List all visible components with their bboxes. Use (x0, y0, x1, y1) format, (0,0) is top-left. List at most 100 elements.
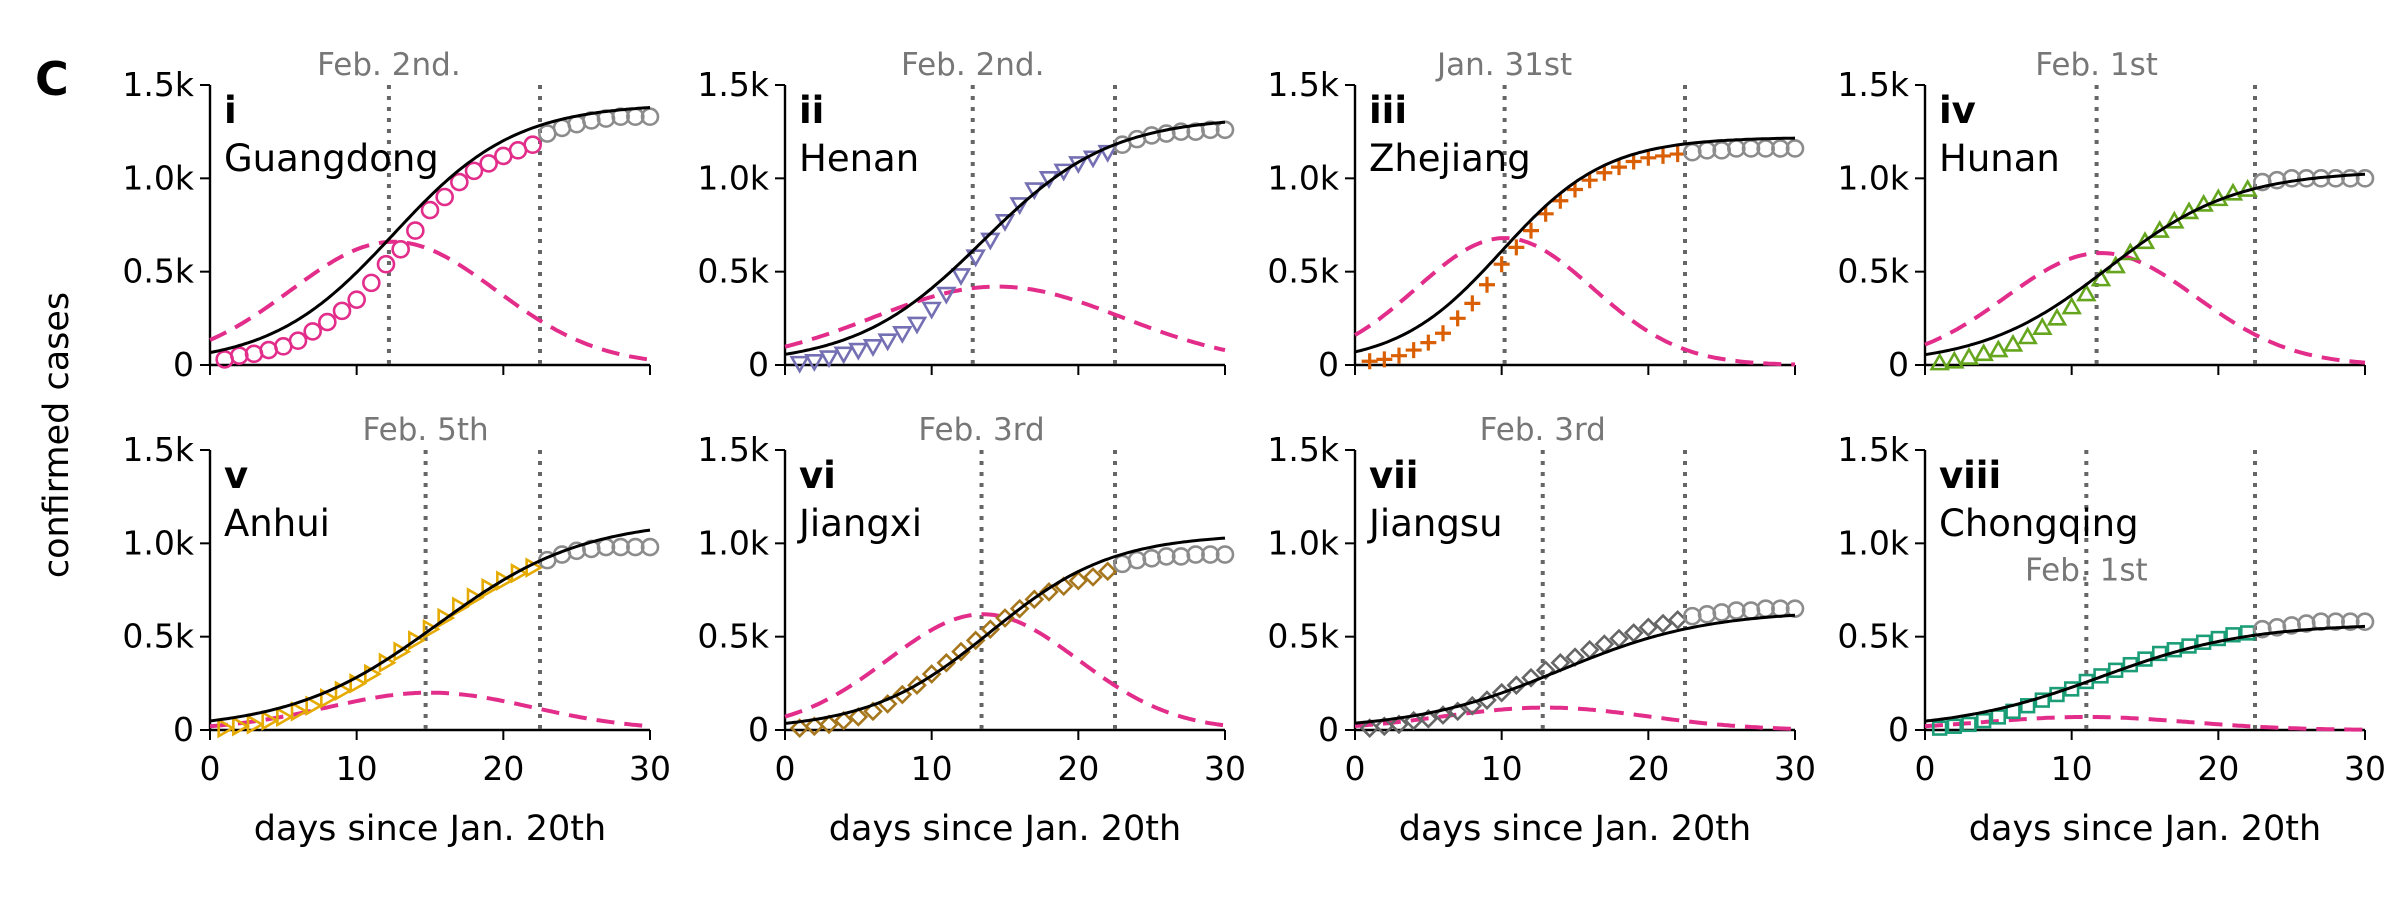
infected-curve (1353, 236, 1796, 367)
data-point (951, 641, 971, 662)
data-point (819, 714, 839, 735)
province-name: Zhejiang (1369, 137, 1531, 180)
infected-curve (1924, 250, 2366, 365)
post-data-point (1171, 122, 1191, 141)
data-point (1521, 667, 1541, 688)
x-tick-label: 0 (1915, 749, 1936, 788)
y-tick-label: 1.5k (697, 65, 769, 104)
data-point (437, 607, 456, 629)
y-tick-label: 1.5k (1267, 65, 1339, 104)
y-tick-label: 1.5k (1837, 430, 1909, 469)
x-tick-label: 20 (2197, 749, 2239, 788)
date-label: Feb. 3rd (1480, 412, 1606, 448)
data-point (261, 710, 280, 731)
data-point (1083, 567, 1103, 587)
fit-curve (1354, 613, 1796, 725)
data-point (288, 331, 308, 351)
data-point (1039, 582, 1059, 602)
province-name: Anhui (224, 502, 330, 545)
data-point (1581, 172, 1598, 189)
data-point (862, 339, 884, 357)
data-point (818, 350, 840, 369)
y-tick-label: 1.0k (1267, 523, 1339, 562)
data-point (452, 596, 470, 618)
panel-numeral: iii (1369, 89, 1407, 132)
x-tick-label: 30 (1774, 749, 1816, 788)
data-point (1097, 561, 1118, 582)
data-point (391, 239, 410, 259)
data-point (1082, 150, 1104, 169)
data-point (290, 701, 309, 722)
data-point (2061, 296, 2082, 315)
data-point (1946, 718, 1963, 734)
y-tick-label: 0.5k (1267, 252, 1339, 291)
post-data-point (626, 537, 645, 557)
data-point (965, 249, 986, 268)
data-point (1653, 613, 1673, 634)
y-tick-label: 1.0k (122, 158, 194, 197)
post-data-point (2355, 169, 2375, 188)
data-point (1376, 351, 1393, 368)
data-point (1508, 239, 1525, 256)
y-tick-label: 0 (748, 710, 769, 749)
date-label: Feb. 1st (2035, 47, 2158, 83)
data-point (848, 342, 869, 361)
data-point (1667, 610, 1688, 630)
data-point (420, 200, 440, 220)
y-tick-label: 0 (1888, 710, 1909, 749)
x-tick-label: 0 (775, 749, 796, 788)
province-name: Jiangxi (797, 502, 922, 545)
infected-curve (784, 284, 1226, 353)
data-point (347, 290, 366, 309)
y-tick-label: 0 (1888, 345, 1909, 384)
y-tick-label: 1.5k (1267, 430, 1339, 469)
data-point (1405, 342, 1422, 359)
data-point (1640, 149, 1657, 166)
post-data-point (1771, 139, 1790, 158)
data-point (1464, 295, 1481, 312)
x-tick-label: 20 (1057, 749, 1099, 788)
data-point (1506, 675, 1527, 696)
panel-numeral: viii (1939, 454, 2001, 497)
data-point (318, 312, 337, 332)
x-tick-label: 20 (1627, 749, 1669, 788)
y-tick-label: 1.0k (1267, 158, 1339, 197)
data-point (246, 714, 265, 735)
province-name: Jiangsu (1367, 502, 1503, 545)
data-point (276, 706, 294, 728)
data-point (1535, 660, 1556, 681)
data-point (464, 161, 484, 181)
x-tick-label: 20 (482, 749, 524, 788)
data-point (863, 701, 883, 722)
x-tick-label: 30 (2344, 749, 2386, 788)
data-point (1053, 163, 1074, 182)
y-tick-label: 1.5k (122, 430, 194, 469)
data-point (804, 353, 825, 372)
fit-curve (784, 536, 1226, 725)
data-point (936, 652, 957, 673)
data-point (305, 695, 324, 716)
y-tick-label: 0.5k (1837, 617, 1909, 656)
panels: 0 0.5k 1.0k 1.5k i Guangdong Feb. 2nd. 0 0.5k 1.0… (122, 47, 2386, 849)
fit-curve (1924, 624, 2366, 723)
data-point (950, 268, 972, 287)
data-point (2017, 326, 2038, 345)
fit-curve (209, 106, 651, 355)
panel-numeral: vii (1369, 454, 1418, 497)
date-label: Feb. 5th (363, 412, 489, 448)
y-tick-label: 1.0k (697, 158, 769, 197)
data-point (1625, 153, 1642, 170)
x-axis-label: days since Jan. 20th (829, 809, 1181, 849)
data-point (994, 213, 1016, 232)
post-data-point (1727, 601, 1746, 620)
x-axis-label: days since Jan. 20th (254, 809, 606, 849)
data-point (1931, 720, 1948, 736)
y-tick-label: 0.5k (1267, 617, 1339, 656)
y-tick-label: 0.5k (122, 617, 194, 656)
x-tick-label: 10 (2051, 749, 2093, 788)
data-point (334, 680, 353, 702)
y-tick-label: 1.0k (697, 523, 769, 562)
post-data-point (1157, 547, 1176, 566)
data-point (1567, 181, 1583, 198)
